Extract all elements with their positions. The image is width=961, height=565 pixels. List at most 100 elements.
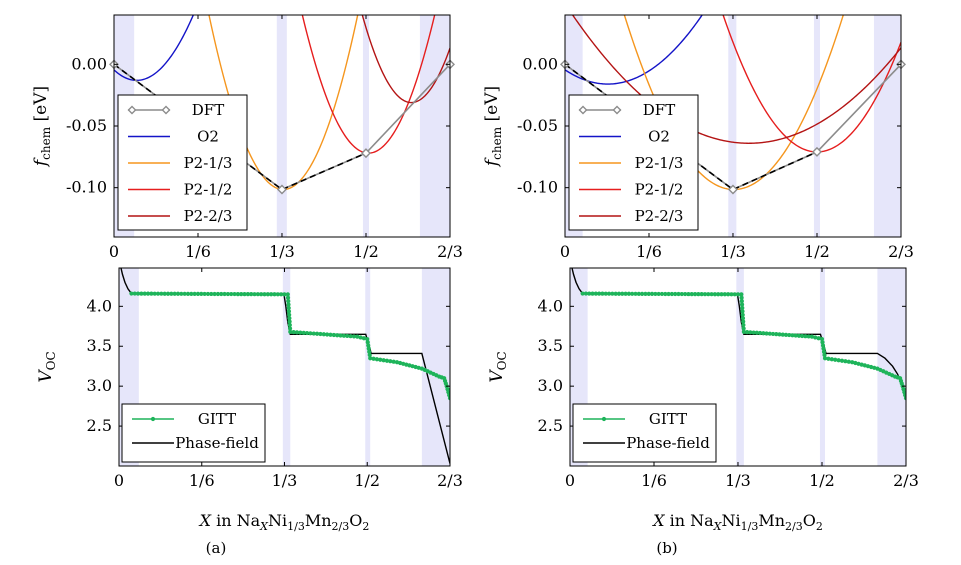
legend-item-phase-field-label: Phase-field: [175, 434, 259, 452]
gitt-marker: [739, 299, 744, 304]
gitt-marker: [741, 326, 746, 331]
gitt-marker: [285, 292, 290, 297]
y-tick-label: -0.05: [517, 116, 558, 135]
gitt-marker: [787, 332, 792, 338]
phase-band: [873, 15, 901, 237]
caption-b: (b): [656, 539, 677, 557]
gitt-marker: [149, 291, 154, 296]
x-tick-label: 1/6: [185, 242, 211, 261]
gitt-marker: [822, 356, 828, 361]
gitt-marker: [843, 359, 848, 364]
x-tick-label: 1/3: [720, 242, 746, 261]
gitt-marker: [790, 333, 795, 338]
legend: GITT Phase-field: [572, 403, 717, 463]
gitt-marker: [212, 291, 217, 297]
gitt-marker: [288, 329, 293, 334]
phase-band: [282, 268, 291, 466]
legend-item-gitt-label: GITT: [649, 410, 687, 428]
gitt-marker: [287, 322, 292, 328]
gitt-marker: [826, 356, 831, 361]
gitt-marker: [265, 292, 270, 297]
gitt-marker: [374, 357, 380, 362]
gitt-marker: [145, 291, 151, 296]
gitt-marker: [279, 292, 284, 297]
phase-band: [728, 15, 737, 237]
gitt-marker: [311, 331, 316, 336]
legend-box: [117, 94, 248, 231]
gitt-marker: [345, 333, 350, 339]
gitt-marker: [189, 291, 194, 296]
gitt-marker: [285, 295, 291, 300]
y-tick-label: 3.5: [87, 336, 112, 355]
gitt-marker: [740, 316, 746, 321]
legend-dft-marker: [127, 105, 137, 115]
gitt-marker: [142, 291, 147, 296]
gitt-marker: [846, 359, 851, 364]
gitt-marker: [255, 292, 260, 297]
x-tick-label: 1/2: [353, 242, 379, 261]
gitt-marker: [722, 292, 727, 297]
legend-box: [121, 403, 266, 463]
gitt-marker: [809, 334, 815, 339]
gitt-marker: [269, 292, 274, 297]
gitt-marker: [358, 335, 363, 340]
gitt-marker: [286, 299, 291, 304]
gitt-marker: [321, 332, 326, 337]
gitt-marker: [793, 333, 798, 338]
x-tick-label: 0: [565, 471, 575, 490]
gitt-marker: [172, 291, 177, 296]
gitt-marker: [259, 292, 264, 297]
gitt-marker: [294, 330, 300, 335]
gitt-marker: [620, 291, 625, 296]
phase-band: [365, 268, 371, 466]
gitt-marker: [633, 291, 638, 296]
x-tick-label: 1/3: [272, 471, 298, 490]
gitt-marker: [751, 330, 756, 335]
legend-item-o2-label: O2: [648, 128, 670, 146]
series-o2: [114, 15, 195, 82]
series-gitt-line: [582, 292, 906, 399]
gitt-marker: [338, 333, 343, 338]
gitt-marker: [235, 291, 240, 297]
gitt-marker: [368, 356, 373, 361]
gitt-marker: [199, 291, 204, 297]
gitt-marker: [859, 362, 864, 367]
dft-marker: [276, 184, 287, 195]
gitt-marker: [314, 331, 320, 336]
gitt-marker: [132, 291, 137, 296]
y-tick-label: -0.10: [517, 178, 558, 197]
legend-item-p2-1-2-label: P2-1/2: [184, 181, 233, 199]
y-tick-label: 2.5: [87, 416, 112, 435]
gitt-marker: [706, 292, 711, 297]
gitt-marker: [249, 292, 254, 297]
gitt-marker: [252, 292, 257, 297]
y-axis-label: VOC: [487, 351, 509, 382]
gitt-marker: [225, 291, 231, 297]
gitt-marker: [179, 291, 184, 296]
gitt-marker: [590, 291, 595, 296]
gitt-marker: [903, 396, 906, 401]
x-tick-label: 2/3: [893, 471, 919, 490]
gitt-marker: [229, 291, 234, 297]
gitt-marker: [616, 291, 622, 296]
gitt-marker: [689, 291, 694, 297]
chart-b-top: 0 1/6 1/3 1/2 2/3 0.00 -0.05 -0.10 fchem [eV] DFT…: [482, 14, 914, 261]
gitt-marker: [287, 319, 292, 324]
legend: DFT O2 P2-1/3 P2-1/2 P2-2/3: [117, 94, 248, 231]
gitt-marker: [822, 352, 827, 358]
gitt-marker: [732, 292, 737, 297]
gitt-marker: [739, 292, 744, 297]
phase-band: [419, 15, 450, 237]
series-hull-dashed: [114, 63, 367, 191]
gitt-marker: [806, 334, 811, 339]
phase-band: [819, 268, 826, 466]
gitt-marker: [820, 340, 825, 345]
gitt-marker: [741, 319, 746, 324]
series-p2-1-2: [722, 15, 901, 153]
gitt-marker: [325, 332, 330, 337]
gitt-marker: [152, 291, 157, 296]
gitt-marker: [135, 291, 141, 296]
gitt-marker: [653, 291, 658, 297]
gitt-marker: [447, 396, 450, 401]
gitt-marker: [754, 330, 759, 335]
